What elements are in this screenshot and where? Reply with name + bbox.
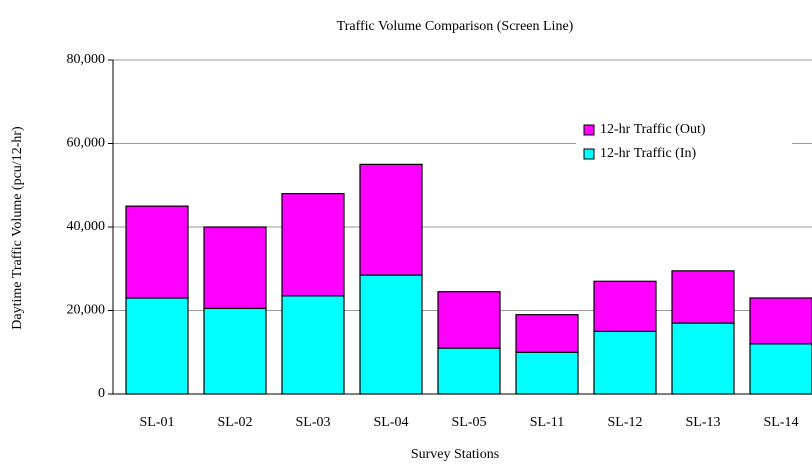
legend-label: 12-hr Traffic (In) — [600, 146, 697, 161]
x-tick-label: SL-05 — [452, 415, 487, 430]
bar-segment — [593, 330, 657, 395]
y-tick-label: 20,000 — [67, 303, 106, 318]
bar-segment — [515, 314, 579, 353]
chart-title: Traffic Volume Comparison (Screen Line) — [337, 19, 574, 34]
legend-swatch — [583, 148, 595, 160]
bar-segment — [437, 291, 501, 349]
x-axis-label: Survey Stations — [411, 447, 499, 462]
legend-swatch — [583, 124, 595, 136]
x-tick-label: SL-11 — [530, 415, 564, 430]
bar-segment — [437, 347, 501, 395]
bar-segment — [359, 163, 423, 276]
bar-segment — [671, 270, 735, 324]
legend-label: 12-hr Traffic (Out) — [600, 122, 706, 137]
x-tick-label: SL-12 — [608, 415, 643, 430]
x-tick-label: SL-03 — [296, 415, 331, 430]
y-tick-label: 0 — [98, 386, 105, 401]
legend-box — [576, 113, 792, 171]
bar-segment — [749, 297, 812, 345]
y-axis-label: Daytime Traffic Volume (pcu/12-hr) — [10, 126, 25, 330]
bar-segment — [125, 205, 189, 299]
bar-segment — [593, 280, 657, 332]
y-tick-label: 40,000 — [67, 219, 106, 234]
x-tick-label: SL-04 — [374, 415, 409, 430]
x-tick-label: SL-02 — [218, 415, 253, 430]
x-tick-label: SL-14 — [764, 415, 799, 430]
bar-segment — [203, 226, 267, 310]
bar-segment — [359, 274, 423, 395]
bar-segment — [203, 307, 267, 395]
bar-segment — [125, 297, 189, 395]
x-tick-label: SL-01 — [140, 415, 175, 430]
bar-segment — [281, 295, 345, 395]
x-tick-label: SL-13 — [686, 415, 721, 430]
y-tick-label: 80,000 — [67, 52, 106, 67]
y-tick-label: 60,000 — [67, 136, 106, 151]
bar-segment — [281, 193, 345, 297]
bar-segment — [671, 322, 735, 395]
bar-segment — [515, 351, 579, 395]
bar-segment — [749, 343, 812, 395]
